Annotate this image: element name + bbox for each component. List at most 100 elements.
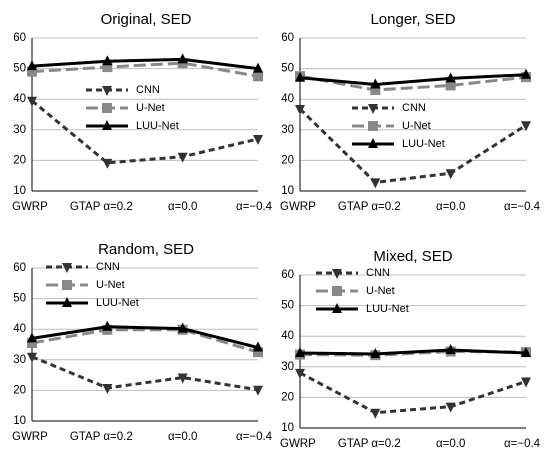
- legend-marker-luu-net: [332, 303, 342, 313]
- legend-marker-u-net: [332, 286, 342, 296]
- series-line-luu-net: [299, 348, 527, 356]
- x-tick-label: α=−0.4: [236, 201, 273, 213]
- data-point-luu-net: [102, 55, 113, 66]
- legend-label: LUU-Net: [96, 297, 139, 309]
- y-tick-label: 40: [281, 93, 294, 105]
- chart-panel-3: Random, SED 10 20 30 40 50 60 GWRP GTAP α=0.2 α=0…: [12, 241, 273, 443]
- series-line-luu-net: [31, 57, 259, 71]
- series-line-luu-net: [299, 73, 527, 87]
- x-tick-label: α=−0.4: [236, 431, 273, 443]
- y-tick-label: 60: [281, 269, 294, 281]
- data-point-cnn: [445, 169, 456, 180]
- data-point-luu-net: [521, 68, 531, 79]
- x-tick-label: GWRP: [280, 201, 316, 213]
- x-tick-label: α=0.0: [436, 438, 465, 450]
- series-line-u-net: [31, 61, 259, 78]
- legend-label: U-Net: [136, 102, 165, 114]
- legend: CNN U-Net LUU-Net: [352, 102, 445, 150]
- series-line-cnn: [31, 99, 259, 165]
- x-tick-label: GTAP α=0.2: [70, 431, 133, 443]
- data-point-cnn: [521, 377, 531, 388]
- y-tick-label: 50: [13, 63, 26, 75]
- y-tick-label: 20: [281, 391, 294, 403]
- legend-marker-u-net: [102, 103, 112, 113]
- data-point-cnn: [370, 408, 381, 419]
- y-tick-label: 60: [281, 32, 294, 44]
- legend-label: LUU-Net: [402, 138, 445, 150]
- x-tick-label: α=0.0: [168, 431, 197, 443]
- y-tick-label: 10: [13, 415, 26, 427]
- data-point-u-net: [445, 80, 456, 91]
- y-tick-label: 50: [281, 63, 294, 75]
- data-point-luu-net: [521, 347, 531, 358]
- data-point-cnn: [253, 134, 263, 145]
- data-point-luu-net: [370, 347, 381, 358]
- x-tick-label: GTAP α=0.2: [70, 201, 133, 213]
- data-point-cnn: [177, 152, 188, 163]
- series-line-luu-net: [31, 325, 259, 350]
- legend-marker-luu-net: [102, 120, 112, 130]
- legend-marker-luu-net: [62, 297, 72, 307]
- chart-panel-2: Longer, SED 10 20 30 40 50 60 GWRP GTAP α=0.2 α=0…: [280, 11, 541, 213]
- y-tick-label: 40: [281, 330, 294, 342]
- data-point-u-net: [27, 337, 37, 348]
- data-point-cnn: [27, 96, 37, 107]
- y-tick-label: 60: [13, 32, 26, 44]
- series-line-cnn: [298, 107, 527, 184]
- series-line-cnn: [299, 371, 527, 415]
- legend-marker-cnn: [62, 263, 72, 273]
- series-line-cnn: [31, 355, 259, 392]
- data-point-cnn: [295, 104, 305, 115]
- data-point-luu-net: [27, 60, 37, 71]
- legend: CNN U-Net LUU-Net: [316, 267, 409, 315]
- data-point-cnn: [370, 178, 381, 189]
- x-tick-label: GWRP: [12, 201, 48, 213]
- x-tick-label: α=0.0: [168, 201, 197, 213]
- x-tick-label: α=−0.4: [504, 438, 541, 450]
- x-tick-label: GWRP: [12, 431, 48, 443]
- legend-label: U-Net: [96, 279, 125, 291]
- chart-title: Mixed, SED: [373, 248, 452, 265]
- y-tick-label: 10: [281, 422, 294, 434]
- data-point-u-net: [27, 66, 37, 77]
- legend-marker-u-net: [368, 121, 378, 131]
- legend-marker-luu-net: [368, 138, 378, 148]
- chart-title: Original, SED: [101, 11, 192, 28]
- data-point-cnn: [102, 158, 113, 169]
- data-point-luu-net: [295, 71, 305, 82]
- data-point-u-net: [102, 62, 113, 73]
- y-tick-label: 50: [281, 300, 294, 312]
- legend-marker-cnn: [102, 86, 112, 96]
- y-tick-label: 30: [13, 354, 26, 366]
- chart-panel-4: Mixed, SED 10 20 30 40 50 60 GWRP GTAP α=0.2 α=0.…: [280, 248, 541, 450]
- data-point-luu-net: [27, 332, 37, 343]
- x-tick-label: α=0.0: [436, 201, 465, 213]
- legend-label: CNN: [402, 102, 426, 114]
- y-tick-label: 60: [13, 262, 26, 274]
- data-point-luu-net: [253, 341, 263, 352]
- data-point-cnn: [27, 352, 37, 363]
- data-point-cnn: [521, 121, 531, 132]
- chart-title: Random, SED: [98, 241, 194, 258]
- legend-label: LUU-Net: [136, 120, 179, 132]
- data-point-cnn: [177, 373, 188, 384]
- data-point-luu-net: [177, 322, 188, 333]
- data-point-luu-net: [102, 320, 113, 331]
- data-point-luu-net: [295, 347, 305, 358]
- chart-panel-1: Original, SED 10 20 30 40 50 60 GWRP GTAP α=0.2 α…: [12, 11, 273, 213]
- data-point-u-net: [253, 71, 263, 82]
- data-point-cnn: [445, 402, 456, 413]
- chart-title: Longer, SED: [370, 11, 455, 28]
- data-point-luu-net: [445, 72, 456, 83]
- legend-marker-cnn: [368, 104, 378, 114]
- y-tick-label: 20: [13, 154, 26, 166]
- y-tick-label: 30: [281, 361, 294, 373]
- y-tick-label: 40: [13, 323, 26, 335]
- legend: CNN U-Net LUU-Net: [46, 261, 139, 309]
- y-tick-label: 10: [281, 185, 294, 197]
- data-point-cnn: [102, 383, 113, 394]
- data-point-u-net: [253, 347, 263, 358]
- y-tick-label: 10: [13, 185, 26, 197]
- data-point-u-net: [370, 85, 381, 96]
